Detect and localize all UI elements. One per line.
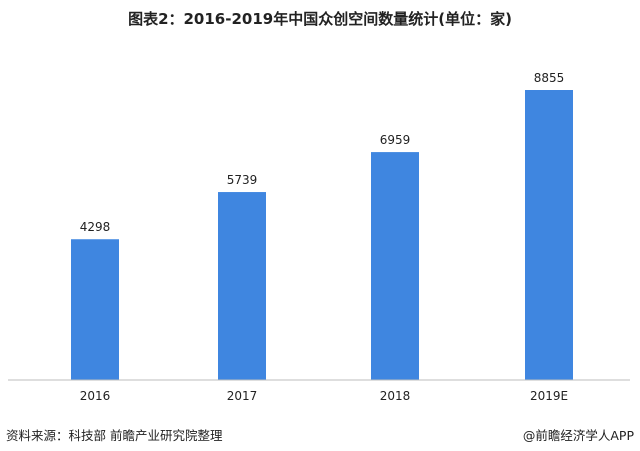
x-tick-label-2017: 2017 bbox=[227, 389, 258, 403]
credit-note: @前瞻经济学人APP bbox=[522, 428, 634, 443]
labels-group: 4298 2016 5739 2017 6959 2018 8855 2019E bbox=[80, 71, 568, 403]
source-note: 资料来源：科技部 前瞻产业研究院整理 bbox=[6, 428, 223, 443]
bar-2018 bbox=[371, 152, 419, 380]
bar-value-label-2019E: 8855 bbox=[534, 71, 565, 85]
bar-value-label-2017: 5739 bbox=[227, 173, 258, 187]
x-tick-label-2019E: 2019E bbox=[530, 389, 568, 403]
bars-group bbox=[71, 90, 573, 380]
chart-title: 图表2：2016-2019年中国众创空间数量统计(单位：家) bbox=[128, 10, 512, 28]
bar-2016 bbox=[71, 239, 119, 380]
bar-value-label-2016: 4298 bbox=[80, 220, 111, 234]
bar-value-label-2018: 6959 bbox=[380, 133, 411, 147]
bar-2019E bbox=[525, 90, 573, 380]
x-tick-label-2018: 2018 bbox=[380, 389, 411, 403]
x-tick-label-2016: 2016 bbox=[80, 389, 111, 403]
bar-2017 bbox=[218, 192, 266, 380]
